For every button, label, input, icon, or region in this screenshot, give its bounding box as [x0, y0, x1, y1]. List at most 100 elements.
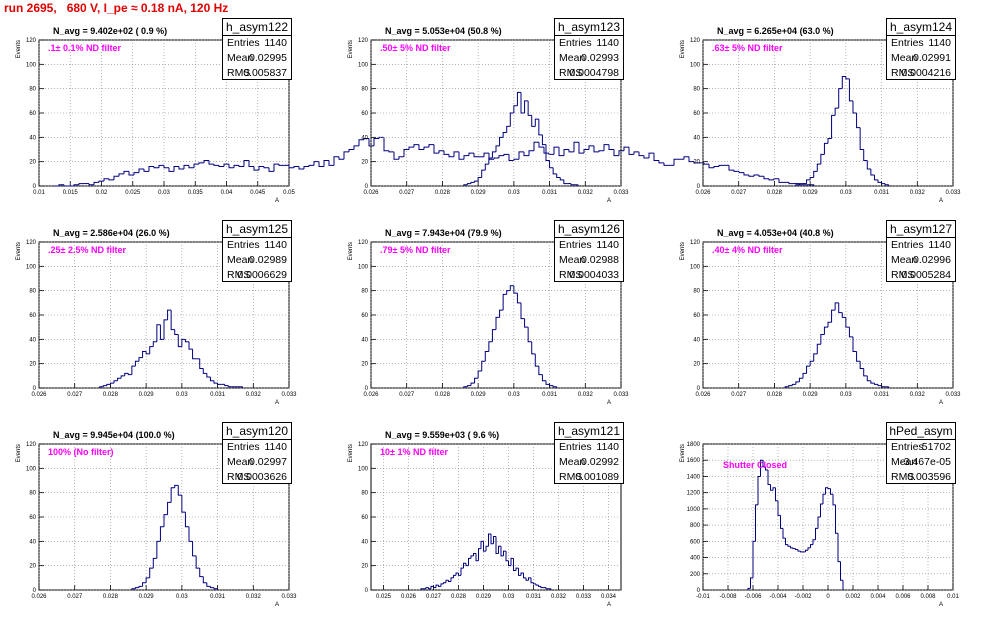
histogram-bin [827, 138, 832, 144]
histogram-bin [213, 164, 219, 166]
n-avg-annotation: N_avg = 9.402e+02 ( 0.9 %) [53, 26, 168, 36]
y-tick-label: 80 [361, 491, 368, 497]
histogram-bin [423, 146, 429, 150]
histogram-bin [440, 583, 444, 587]
histogram-bin [533, 141, 539, 151]
stats-value: 0.0003626 [237, 471, 287, 483]
histogram-bin [784, 386, 789, 388]
y-tick-label: 60 [361, 515, 368, 521]
histogram-bin [117, 377, 122, 381]
histogram-bin [538, 142, 544, 148]
histogram-bin [834, 107, 839, 116]
stats-box-title: h_asym126 [555, 221, 623, 238]
histogram-bin [881, 182, 886, 185]
histogram-bin [831, 114, 836, 139]
histogram-bin [703, 162, 709, 165]
x-tick-label: 0.029 [803, 392, 819, 398]
stats-label: RMS [227, 67, 251, 79]
histogram-bin [383, 137, 389, 152]
histogram-bin [458, 151, 464, 160]
histogram-bin [213, 380, 218, 384]
histogram-bin [134, 587, 139, 589]
histogram-bin [523, 572, 526, 579]
histogram-bin [313, 161, 319, 166]
stats-label: Mean [891, 254, 918, 266]
histogram-bin [552, 167, 557, 175]
y-tick-label: 100 [690, 264, 701, 270]
histogram-bin [837, 533, 841, 563]
histogram-bin [760, 459, 763, 477]
histogram-bin [513, 558, 516, 572]
histogram-bin [500, 546, 504, 557]
y-tick-label: 60 [29, 111, 36, 117]
y-tick-label: 120 [690, 240, 701, 246]
histogram-bin [338, 156, 344, 160]
y-tick-label: 80 [361, 289, 368, 295]
histogram-bin [663, 162, 669, 166]
histogram-bin [358, 139, 364, 146]
histogram-bin [873, 175, 878, 181]
histogram-bin [527, 327, 532, 343]
histogram-plot: 0.025 0.026 0.027 0.028 0.029 0.03 0.031 0.032 0… [348, 442, 622, 608]
histogram-bin [765, 466, 768, 471]
y-axis-label: Events [16, 40, 22, 58]
x-tick-label: 0.031 [542, 190, 558, 196]
histogram-bin [767, 469, 771, 486]
histogram-bin [809, 176, 814, 180]
histogram-bin [133, 172, 139, 176]
y-tick-label: 60 [29, 313, 36, 319]
histogram-bin [538, 585, 541, 587]
n-avg-annotation: N_avg = 6.265e+04 (63.0 %) [717, 26, 834, 36]
y-tick-label: 1000 [687, 507, 701, 513]
histogram-plot: 0.026 0.027 0.028 0.029 0.03 0.031 0.032 0.033 0… [348, 240, 629, 406]
stats-row-entries: Entries 1140 [223, 440, 291, 455]
stats-value: 0.0004033 [569, 269, 619, 281]
x-tick-label: 0.029 [139, 392, 155, 398]
histogram-bin [503, 550, 506, 556]
stats-box-title: h_asym125 [223, 221, 291, 238]
stats-value: 1140 [596, 239, 619, 251]
y-axis-label: Events [348, 444, 354, 462]
stats-value: 0.0004216 [901, 67, 951, 79]
stats-box-title: h_asym121 [555, 423, 623, 440]
histogram-bin [448, 154, 454, 158]
histogram-bin [233, 164, 239, 168]
stats-label: Entries [891, 37, 924, 49]
histogram-bin [463, 184, 468, 186]
histogram-bin [683, 156, 689, 160]
x-tick-label: 0.033 [945, 392, 961, 398]
y-tick-label: 0 [365, 184, 369, 190]
histogram-bin [152, 557, 157, 569]
x-tick-label: 0.03 [508, 392, 520, 398]
histogram-bin [470, 555, 474, 559]
histogram-bin [866, 160, 871, 170]
histogram-bin [170, 487, 175, 503]
histogram-bin [183, 164, 189, 169]
histogram-bin [134, 360, 139, 367]
histogram-bin [483, 152, 489, 157]
histogram-bin [820, 503, 823, 517]
histogram-bin [463, 155, 469, 160]
y-tick-label: 60 [361, 111, 368, 117]
stats-box: h_asym124 Entries 1140 Mean 0.02991 RMS 0.0004… [886, 18, 956, 80]
histogram-bin [218, 165, 224, 168]
y-tick-label: 1200 [687, 491, 701, 497]
histogram-bin [548, 153, 554, 155]
histogram-bin [618, 150, 624, 156]
histogram-bin [509, 112, 514, 127]
stats-box: hPed_asym Entries 51702 Mean -3.467e-05 RMS 0.… [886, 422, 956, 484]
histogram-bin [470, 382, 475, 386]
stats-row-mean: Mean 0.02988 [555, 253, 623, 268]
histogram-bin [178, 166, 184, 170]
histogram-bin [149, 567, 154, 578]
y-axis-label: Events [348, 40, 354, 58]
histogram-bin [859, 127, 864, 150]
stats-label: Mean [559, 52, 586, 64]
stats-label: RMS [559, 269, 583, 281]
histogram-bin [816, 343, 821, 354]
histogram-bin [541, 134, 546, 146]
stats-label: Entries [891, 239, 924, 251]
histogram-bin [505, 551, 509, 562]
histogram-bin [506, 125, 511, 133]
stats-row-entries: Entries 1140 [223, 238, 291, 253]
